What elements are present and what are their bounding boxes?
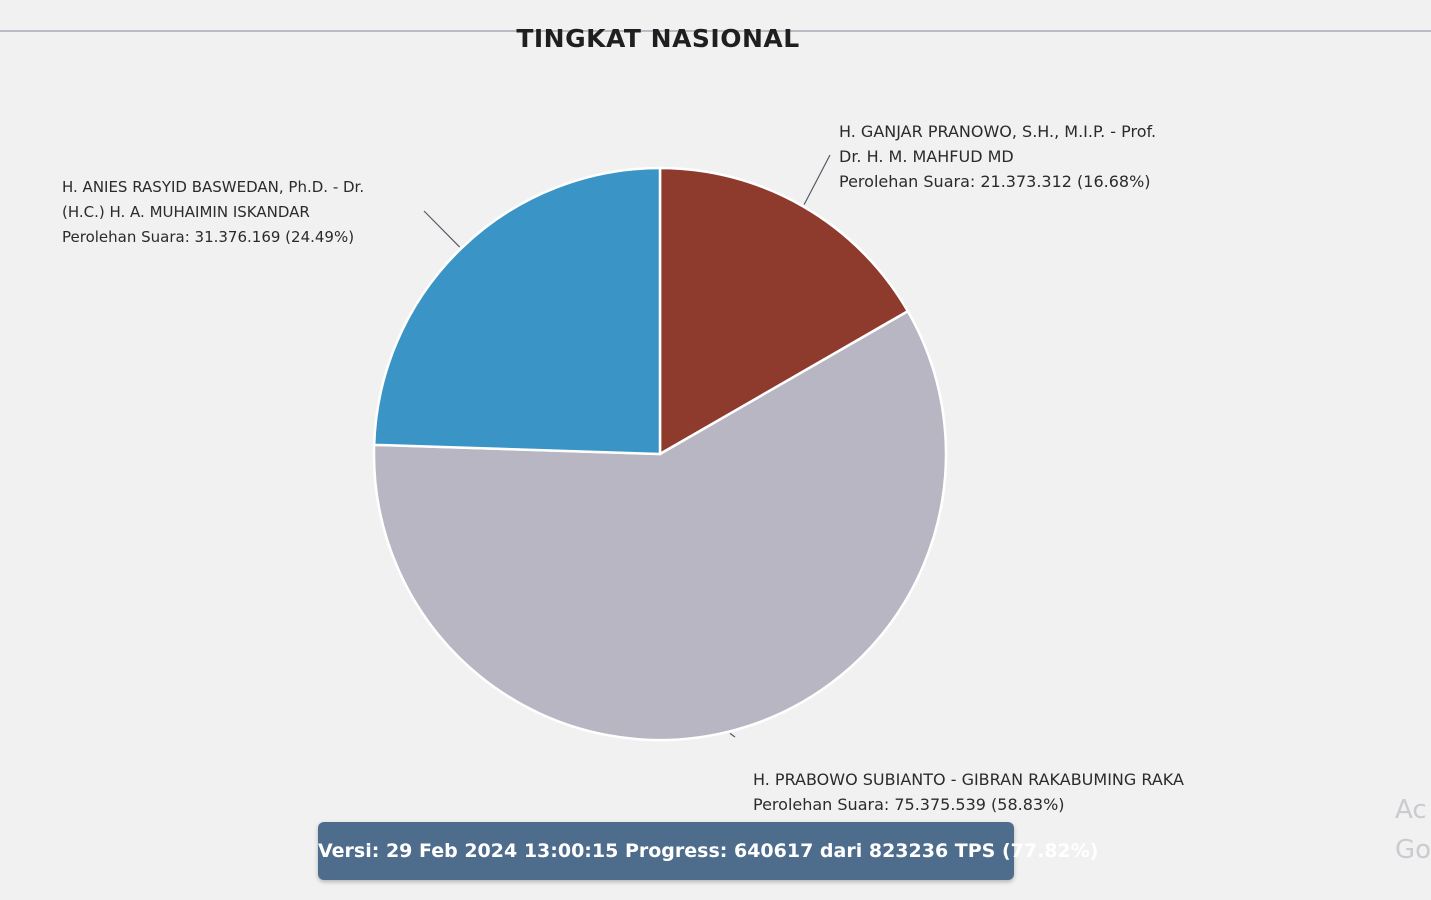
top-divider bbox=[0, 30, 1431, 32]
pie-slice-ganjar[interactable] bbox=[658, 166, 910, 457]
activation-watermark: Ac Go bbox=[1395, 790, 1431, 870]
leader-line-prabowo bbox=[729, 732, 736, 738]
slice-label-anies: H. ANIES RASYID BASWEDAN, Ph.D. - Dr. (H… bbox=[62, 175, 364, 250]
slice-name-line: Dr. H. M. MAHFUD MD bbox=[839, 147, 1014, 166]
leader-line-anies bbox=[423, 210, 461, 248]
slice-label-prabowo: H. PRABOWO SUBIANTO - GIBRAN RAKABUMING … bbox=[753, 767, 1184, 817]
watermark-line: Ac bbox=[1395, 795, 1427, 825]
pie-slice-anies[interactable] bbox=[372, 166, 662, 456]
slice-vote-text: Perolehan Suara: 31.376.169 (24.49%) bbox=[62, 228, 355, 246]
slice-name-line: H. PRABOWO SUBIANTO - GIBRAN RAKABUMING … bbox=[753, 770, 1184, 789]
slice-name-line: H. GANJAR PRANOWO, S.H., M.I.P. - Prof. bbox=[839, 122, 1157, 141]
chart-title: TINGKAT NASIONAL bbox=[516, 24, 800, 53]
version-progress-bar: Versi: 29 Feb 2024 13:00:15 Progress: 64… bbox=[318, 822, 1098, 880]
pie-slice-prabowo[interactable] bbox=[372, 309, 948, 742]
slice-name-line: H. ANIES RASYID BASWEDAN, Ph.D. - Dr. bbox=[62, 178, 365, 196]
slice-vote-text: Perolehan Suara: 75.375.539 (58.83%) bbox=[753, 795, 1065, 814]
leader-line-ganjar bbox=[803, 154, 831, 205]
watermark-line: Go bbox=[1395, 835, 1431, 865]
slice-label-ganjar: H. GANJAR PRANOWO, S.H., M.I.P. - Prof. … bbox=[839, 119, 1156, 194]
slice-name-line: (H.C.) H. A. MUHAIMIN ISKANDAR bbox=[62, 203, 310, 221]
slice-vote-text: Perolehan Suara: 21.373.312 (16.68%) bbox=[839, 172, 1151, 191]
